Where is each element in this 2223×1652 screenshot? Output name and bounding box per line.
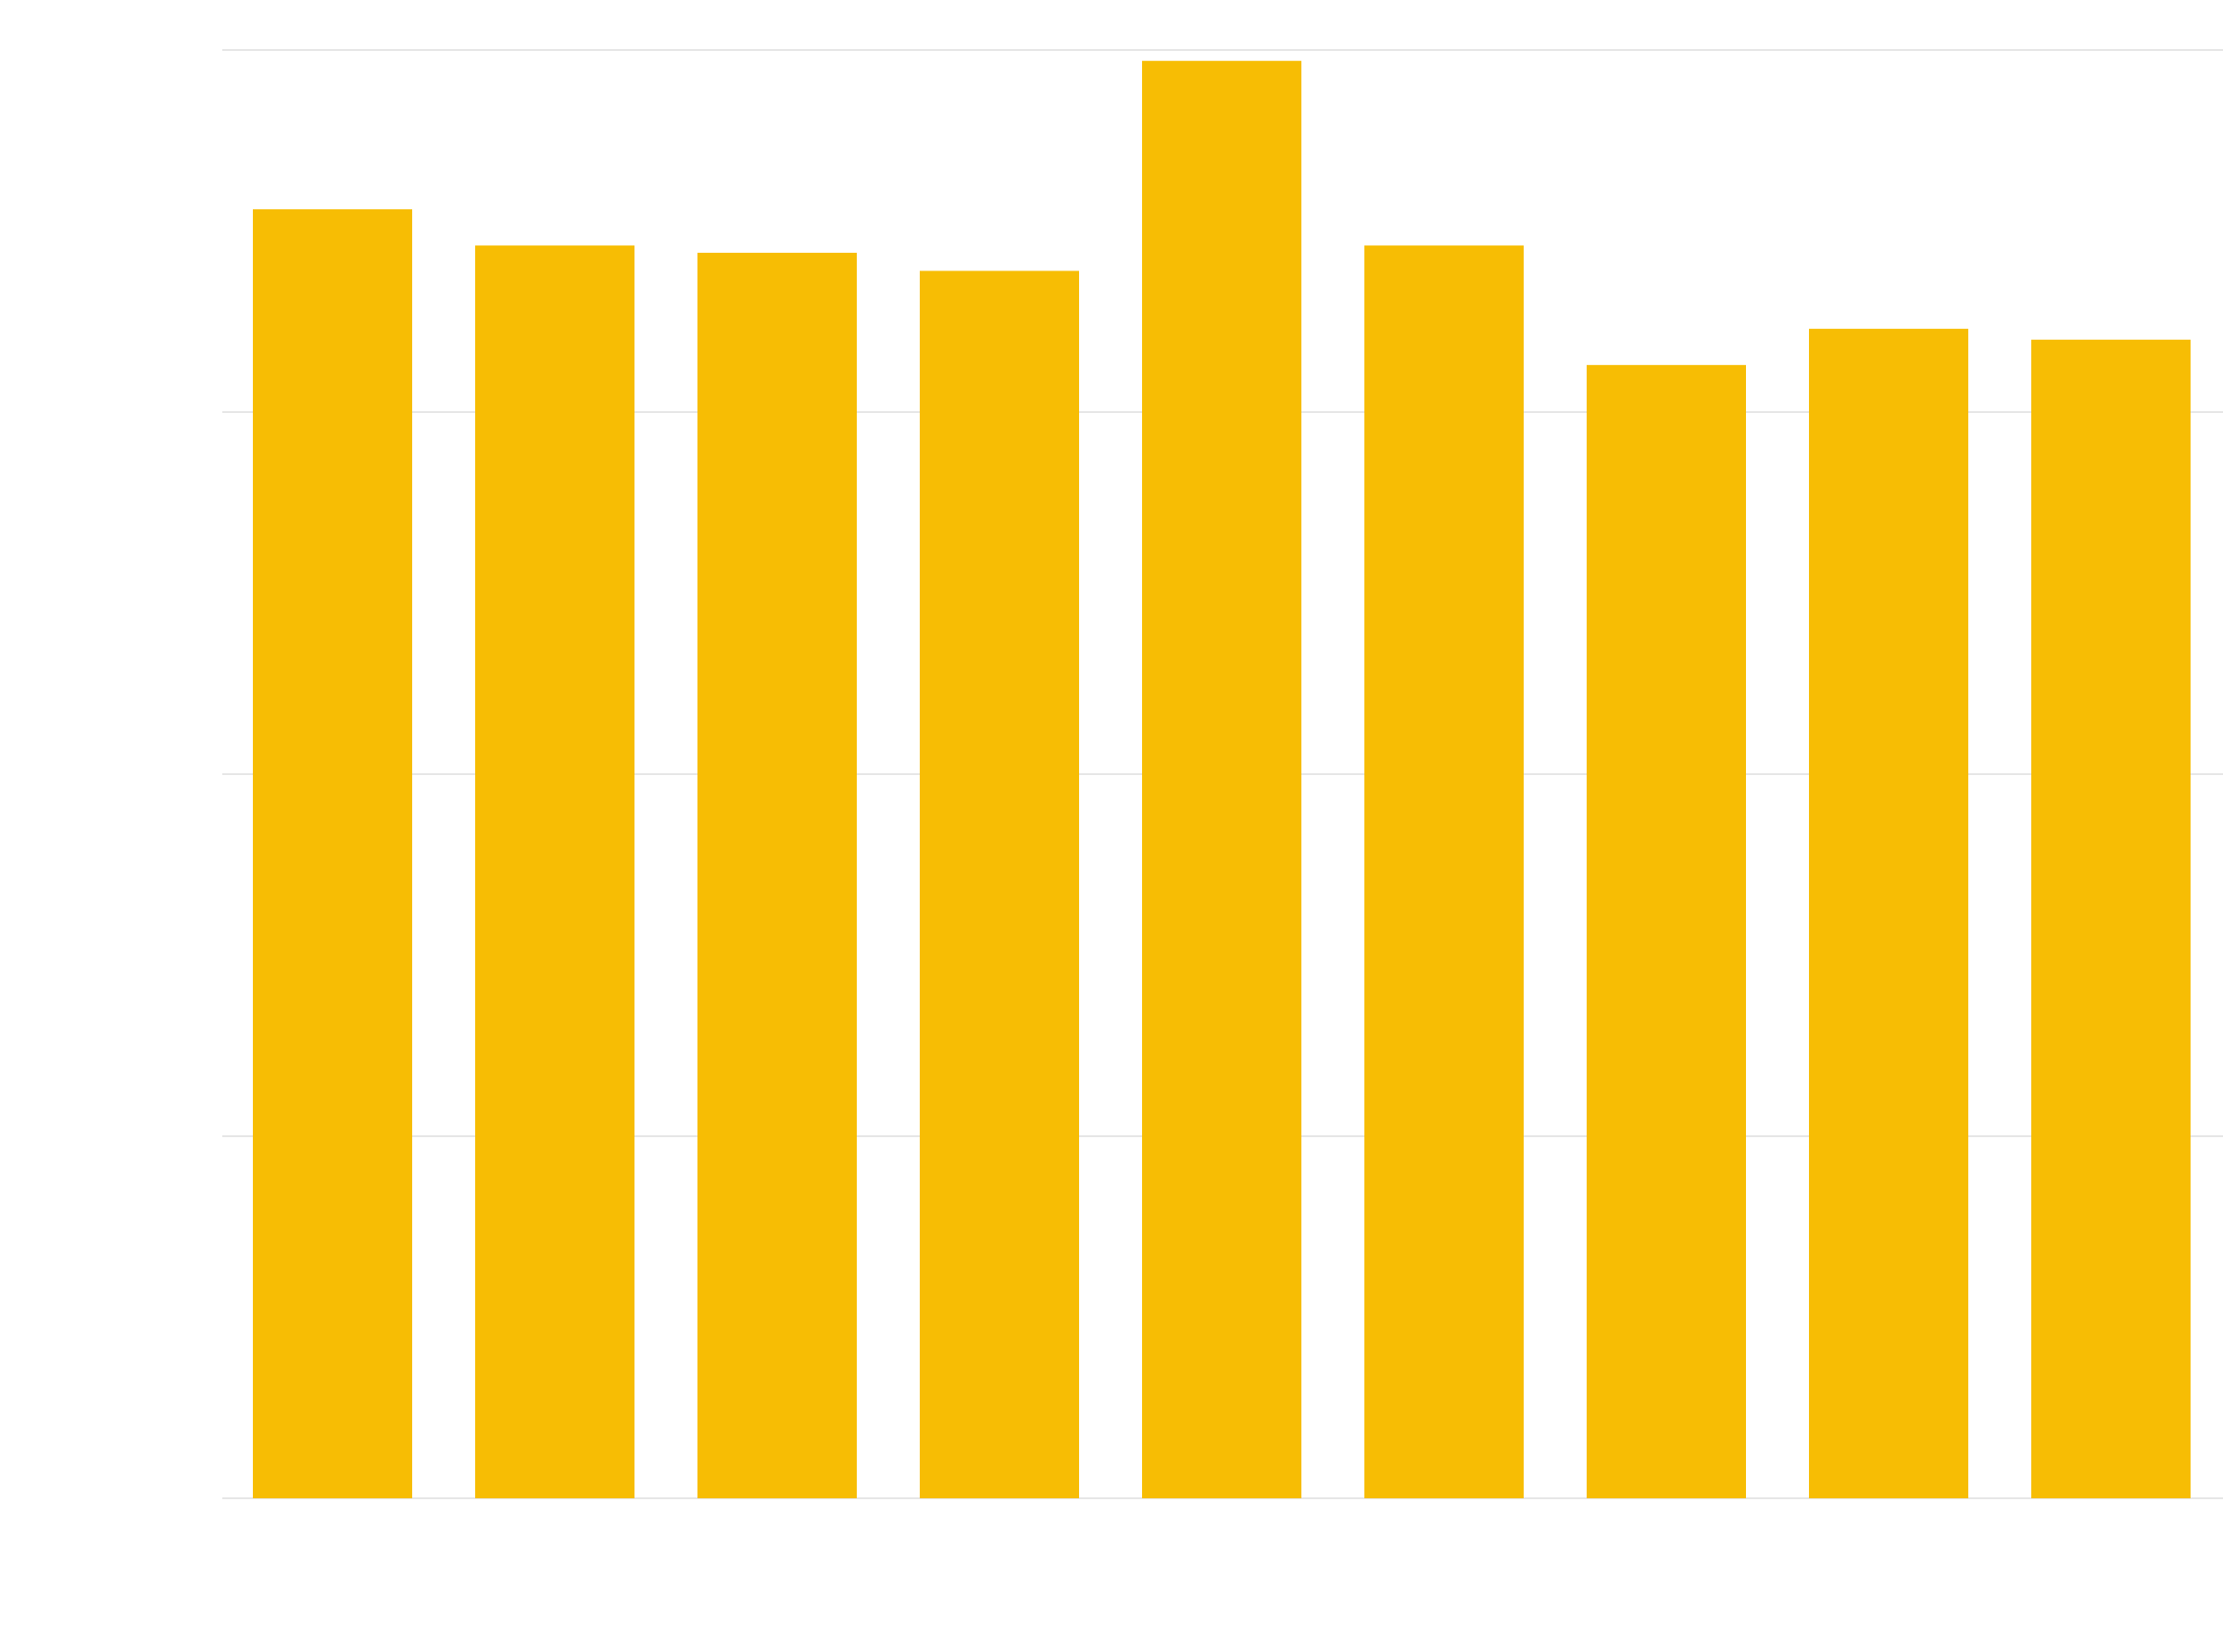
bars: [253, 60, 2191, 1499]
bar-2: [475, 245, 634, 1498]
bar-7: [1587, 365, 1746, 1498]
bar-5: [1142, 60, 1301, 1499]
bar-6: [1364, 245, 1524, 1498]
bar-3: [697, 252, 857, 1499]
bar-1: [253, 209, 412, 1498]
bar-8: [1809, 329, 1968, 1498]
bar-4: [920, 270, 1079, 1498]
bar-9: [2031, 339, 2191, 1498]
